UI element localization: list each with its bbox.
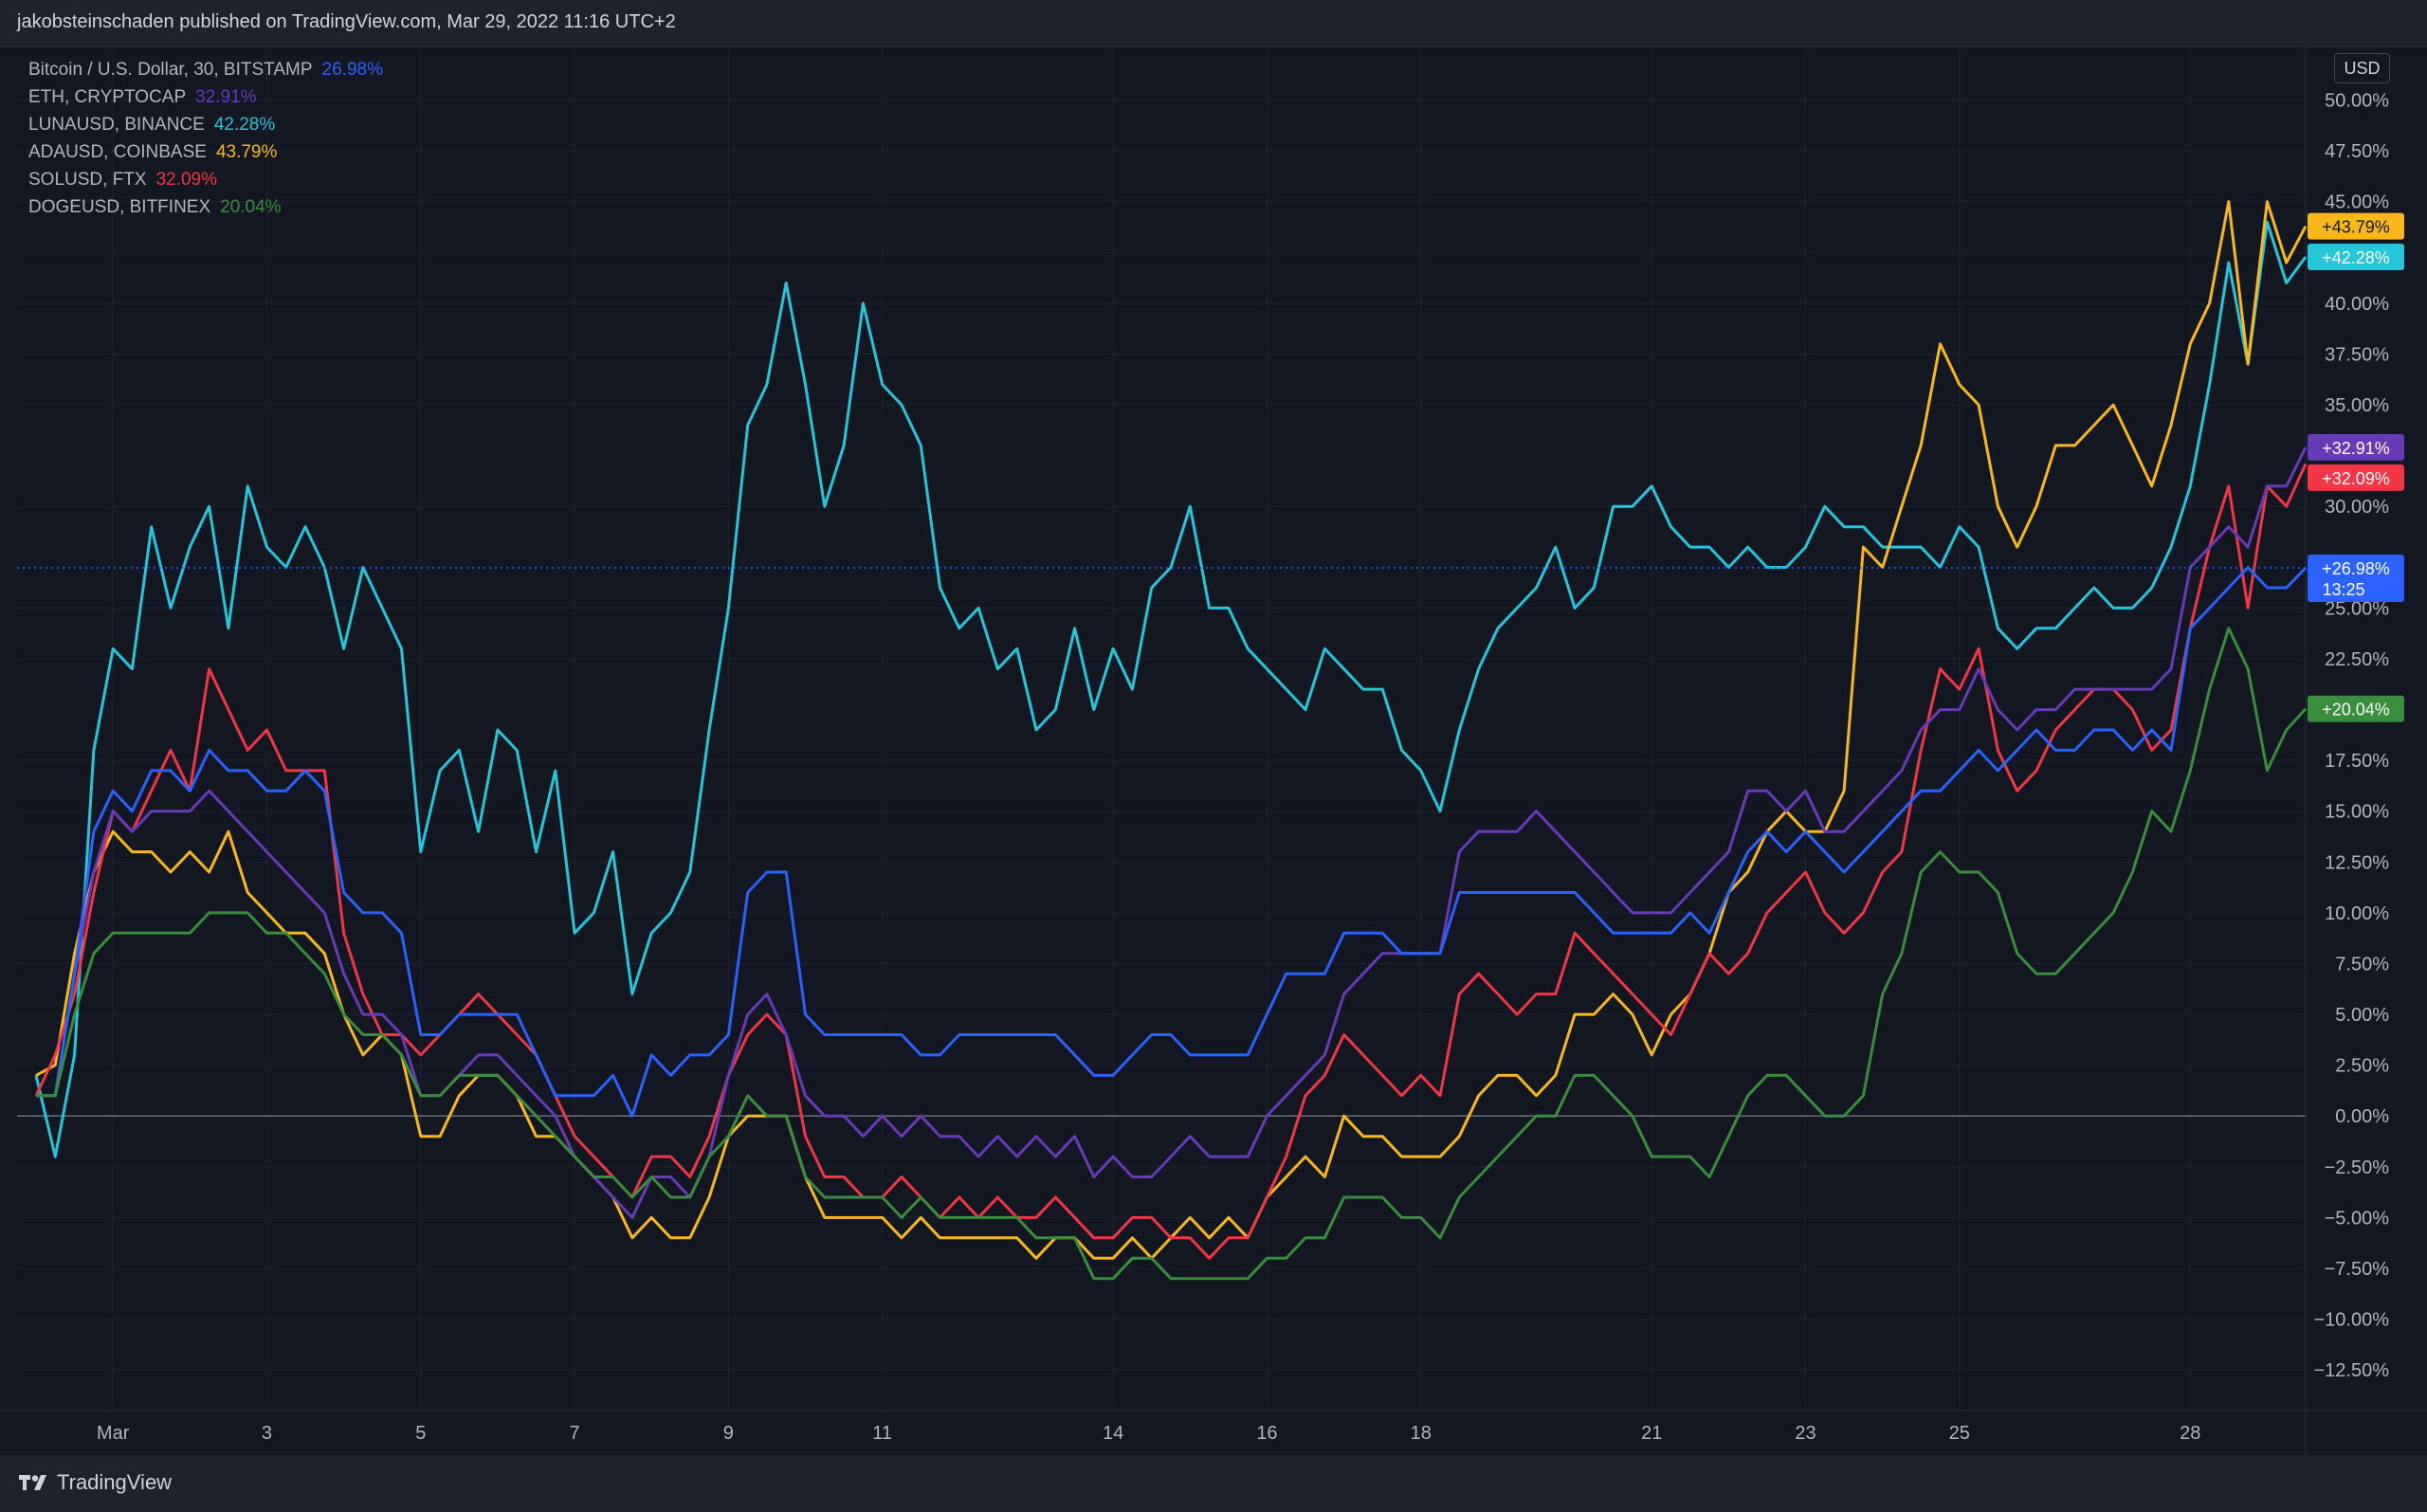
y-tick-label: 25.00% (2325, 598, 2389, 619)
y-tick-label: 40.00% (2325, 294, 2389, 315)
y-tick-label: 50.00% (2325, 91, 2389, 112)
publish-info: jakobsteinschaden published on TradingVi… (17, 11, 676, 32)
last-value-label-bg (2308, 244, 2404, 271)
x-tick-label: 16 (1256, 1423, 1277, 1444)
y-tick-label: −10.00% (2313, 1310, 2389, 1331)
tradingview-logo-icon (19, 1475, 46, 1490)
y-tick-label: 47.50% (2325, 141, 2389, 162)
last-value-label-text: +43.79% (2322, 218, 2390, 237)
y-tick-label: −5.00% (2325, 1208, 2390, 1229)
legend-item[interactable]: DOGEUSD, BITFINEX 20.04% (28, 193, 383, 221)
countdown-label: 13:25 (2322, 580, 2364, 599)
series-line (34, 220, 2308, 1158)
y-tick-label: 15.00% (2325, 802, 2389, 823)
chart-background (0, 47, 2427, 1455)
y-tick-label: 7.50% (2335, 954, 2389, 975)
legend-value: 43.79% (215, 142, 278, 162)
tradingview-brand[interactable]: TradingView (17, 1470, 172, 1495)
legend-symbol: LUNAUSD, BINANCE (28, 115, 205, 135)
brand-name: TradingView (57, 1470, 173, 1494)
legend-value: 42.28% (213, 115, 276, 135)
last-value-label: +20.04% (2308, 695, 2404, 722)
legend-symbol: ETH, CRYPTOCAP (28, 87, 187, 107)
x-tick-label: 9 (723, 1423, 734, 1444)
top-bar: jakobsteinschaden published on TradingVi… (0, 0, 2427, 47)
last-value-label-bg (2308, 433, 2404, 461)
y-tick-label: 35.00% (2325, 395, 2389, 416)
legend-item[interactable]: LUNAUSD, BINANCE 42.28% (28, 111, 383, 138)
series-line (36, 446, 2308, 1219)
legend-symbol: SOLUSD, FTX (28, 170, 147, 190)
legend-value: 26.98% (321, 60, 383, 80)
x-tick-label: 28 (2180, 1423, 2200, 1444)
last-value-label-text: +20.04% (2322, 701, 2390, 720)
x-tick-label: 3 (262, 1423, 272, 1444)
footer-bar: TradingView (0, 1455, 2427, 1512)
last-value-label-bg (2308, 212, 2404, 240)
last-value-label-bg (2308, 695, 2404, 722)
last-value-label-text: +32.09% (2322, 469, 2390, 488)
x-tick-label: Mar (97, 1423, 130, 1444)
y-tick-label: 12.50% (2325, 852, 2389, 873)
y-tick-label: −12.50% (2313, 1360, 2389, 1381)
x-tick-label: 23 (1795, 1423, 1816, 1444)
legend-symbol: ADAUSD, COINBASE (28, 142, 207, 162)
y-tick-label: 30.00% (2325, 497, 2389, 518)
y-tick-label: 22.50% (2325, 649, 2389, 670)
x-tick-label: 18 (1411, 1423, 1432, 1444)
legend-value: 32.09% (155, 170, 218, 190)
legend-item[interactable]: SOLUSD, FTX 32.09% (28, 166, 383, 193)
last-value-label-text: +26.98% (2322, 559, 2390, 578)
currency-badge[interactable]: USD (2334, 53, 2390, 83)
x-tick-label: 25 (1949, 1423, 1970, 1444)
legend-item[interactable]: Bitcoin / U.S. Dollar, 30, BITSTAMP 26.98… (28, 56, 383, 83)
y-tick-label: 5.00% (2335, 1005, 2389, 1026)
legend-value: 32.91% (195, 87, 257, 107)
y-tick-label: 10.00% (2325, 903, 2389, 924)
last-value-label-bg (2308, 554, 2404, 602)
y-tick-label: 45.00% (2325, 192, 2389, 213)
series-legend: Bitcoin / U.S. Dollar, 30, BITSTAMP 26.98… (28, 56, 383, 221)
y-tick-label: −2.50% (2325, 1157, 2390, 1178)
series-line (36, 627, 2308, 1281)
x-tick-label: 5 (415, 1423, 426, 1444)
x-tick-label: 11 (872, 1423, 892, 1444)
legend-symbol: DOGEUSD, BITFINEX (28, 197, 211, 217)
y-tick-label: 0.00% (2335, 1106, 2389, 1127)
y-tick-label: −7.50% (2325, 1259, 2390, 1280)
last-value-label: +32.09% (2308, 464, 2404, 491)
last-value-label-text: +42.28% (2322, 248, 2390, 267)
legend-item[interactable]: ETH, CRYPTOCAP 32.91% (28, 83, 383, 111)
x-tick-label: 7 (570, 1423, 580, 1444)
last-value-label: +42.28% (2308, 244, 2404, 271)
y-tick-label: 17.50% (2325, 751, 2389, 772)
last-value-label-bg (2308, 464, 2404, 491)
last-value-label-text: +32.91% (2322, 439, 2390, 458)
last-value-label: +43.79% (2308, 212, 2404, 240)
last-value-label: +32.91% (2308, 433, 2404, 461)
last-value-label: +26.98% 13:25 (2308, 554, 2404, 602)
grid-lines (17, 49, 2306, 1411)
x-tick-label: 21 (1641, 1423, 1662, 1444)
legend-item[interactable]: ADAUSD, COINBASE 43.79% (28, 138, 383, 166)
y-tick-label: 2.50% (2335, 1056, 2389, 1077)
legend-symbol: Bitcoin / U.S. Dollar, 30, BITSTAMP (28, 60, 313, 80)
legend-value: 20.04% (220, 197, 282, 217)
y-tick-label: 37.50% (2325, 344, 2389, 365)
x-tick-label: 14 (1103, 1423, 1123, 1444)
series-line (36, 566, 2308, 1118)
